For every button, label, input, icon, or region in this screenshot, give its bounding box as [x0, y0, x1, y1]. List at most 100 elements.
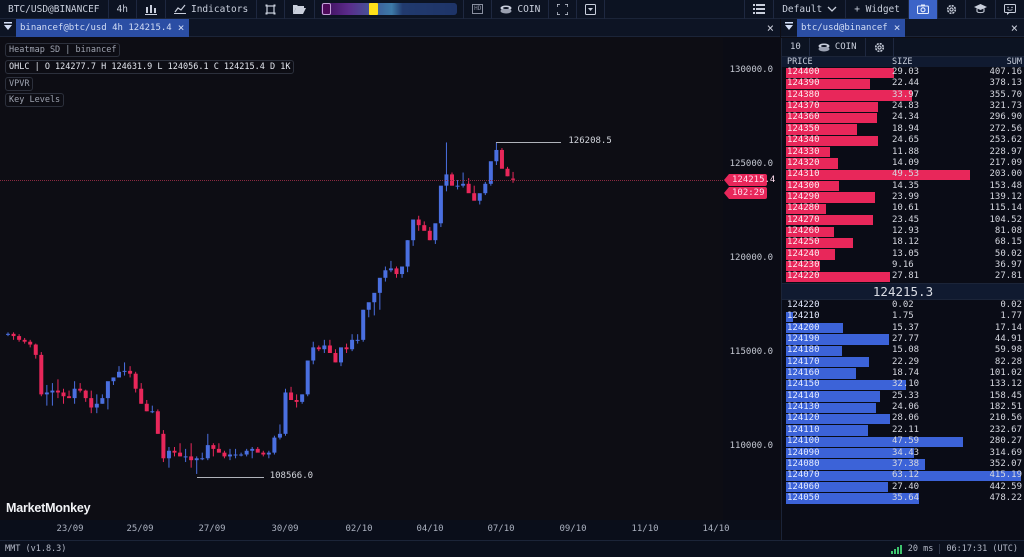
orderbook-settings-button[interactable] — [866, 37, 894, 57]
ask-row[interactable]: 124390 22.44 378.13 — [782, 78, 1024, 90]
candlestick-series[interactable] — [0, 38, 723, 520]
drawing-tool-button[interactable] — [257, 0, 286, 19]
depth-selector[interactable]: 10 — [782, 37, 810, 57]
gradient-max-handle[interactable] — [369, 3, 379, 15]
legend-heatmap[interactable]: Heatmap SD | binancef — [5, 43, 121, 57]
dropdown-panel-button[interactable] — [577, 0, 606, 19]
bid-row[interactable]: 124130 24.06 182.51 — [782, 402, 1024, 413]
fullscreen-button[interactable] — [549, 0, 578, 19]
ask-row[interactable]: 124400 29.03 407.16 — [782, 67, 1024, 78]
feedback-button[interactable] — [996, 0, 1024, 19]
bid-row[interactable]: 124090 34.43 314.69 — [782, 448, 1024, 459]
line-chart-icon — [173, 4, 186, 14]
level-size: 24.83 — [892, 101, 920, 112]
bid-row[interactable]: 124150 32.10 133.12 — [782, 379, 1024, 391]
bid-row[interactable]: 124180 15.08 59.98 — [782, 345, 1024, 357]
settings-button[interactable] — [938, 0, 966, 19]
ask-levels: 124400 29.03 407.16 124390 22.44 378.13 124380… — [782, 67, 1024, 283]
ask-row[interactable]: 124230 9.16 36.97 — [782, 260, 1024, 271]
bid-row[interactable]: 124210 1.75 1.77 — [782, 311, 1024, 322]
bid-row[interactable]: 124200 15.37 17.14 — [782, 323, 1024, 334]
time-axis[interactable]: 23/09 25/09 27/09 30/09 02/10 04/10 07/10 09/10… — [0, 520, 780, 540]
ask-row[interactable]: 124260 12.93 81.08 — [782, 226, 1024, 237]
close-tab-icon[interactable]: × — [177, 21, 185, 34]
bid-row[interactable]: 124100 47.59 280.27 — [782, 436, 1024, 447]
coin-toggle[interactable]: COIN — [810, 37, 866, 57]
chart-panel-menu[interactable] — [0, 19, 16, 37]
level-size: 37.38 — [892, 458, 920, 469]
last-price-tag: 124215.4 — [724, 173, 775, 186]
size-bar — [786, 192, 876, 203]
bid-row[interactable]: 124060 27.40 442.59 — [782, 482, 1024, 493]
ask-row[interactable]: 124350 18.94 272.56 — [782, 124, 1024, 135]
price-axis[interactable]: 130000.0 125000.0 120000.0 115000.0 110000.0 — [723, 38, 780, 520]
ask-row[interactable]: 124290 23.99 139.12 — [782, 192, 1024, 203]
price-chart[interactable]: Heatmap SD | binancef OHLC | O 124277.7 … — [0, 38, 780, 540]
size-bar — [786, 271, 890, 283]
bid-row[interactable]: 124070 63.12 415.19 — [782, 470, 1024, 482]
layout-selector[interactable]: Default — [774, 0, 847, 19]
gradient-min-handle[interactable] — [322, 3, 332, 15]
size-bar — [786, 470, 1021, 482]
bid-row[interactable]: 124170 22.29 82.28 — [782, 357, 1024, 368]
level-price: 124400 — [787, 67, 820, 77]
bid-row[interactable]: 124220 0.02 0.02 — [782, 300, 1024, 311]
heatmap-gradient[interactable] — [321, 3, 458, 15]
open-folder-button[interactable] — [285, 0, 316, 19]
ask-row[interactable]: 124240 13.05 50.02 — [782, 249, 1024, 260]
bid-row[interactable]: 124110 22.11 232.67 — [782, 425, 1024, 436]
bid-row[interactable]: 124080 37.38 352.07 — [782, 459, 1024, 470]
ask-row[interactable]: 124250 18.12 68.15 — [782, 237, 1024, 249]
chart-type-button[interactable] — [137, 0, 166, 19]
legend-vpvr[interactable]: VPVR — [5, 77, 34, 91]
candles-icon — [144, 4, 157, 15]
size-bar — [786, 482, 888, 493]
ask-row[interactable]: 124310 49.53 203.00 — [782, 169, 1024, 181]
close-panel-icon[interactable]: × — [1010, 21, 1018, 35]
book-panel-menu[interactable] — [781, 19, 797, 37]
bid-row[interactable]: 124050 35.64 478.22 — [782, 493, 1024, 504]
timeframe-selector[interactable]: 4h — [109, 0, 137, 19]
screenshot-button[interactable] — [909, 0, 938, 19]
close-panel-icon[interactable]: × — [766, 21, 774, 35]
level-price: 124340 — [787, 135, 820, 146]
ask-row[interactable]: 124360 24.34 296.90 — [782, 112, 1024, 124]
ask-row[interactable]: 124220 27.81 27.81 — [782, 271, 1024, 283]
close-tab-icon[interactable]: × — [893, 21, 901, 34]
low-marker-line — [196, 476, 264, 478]
level-size: 0.02 — [892, 299, 914, 310]
ask-row[interactable]: 124330 11.88 228.97 — [782, 147, 1024, 158]
size-bar — [786, 124, 857, 135]
ask-row[interactable]: 124300 14.35 153.48 — [782, 181, 1024, 192]
level-sum: 442.59 — [989, 481, 1022, 492]
level-size: 15.37 — [892, 322, 920, 333]
ask-row[interactable]: 124320 14.09 217.09 — [782, 158, 1024, 169]
legend-key-levels[interactable]: Key Levels — [5, 93, 65, 107]
orderbook-header: PRICE SIZE SUM — [782, 57, 1024, 67]
list-menu-button[interactable] — [744, 0, 775, 19]
learn-button[interactable] — [966, 0, 996, 19]
bid-row[interactable]: 124160 18.74 101.02 — [782, 368, 1024, 379]
level-size: 22.11 — [892, 424, 920, 435]
bid-row[interactable]: 124120 28.06 210.56 — [782, 413, 1024, 425]
time-axis-label: 04/10 — [416, 524, 444, 534]
hd-toggle[interactable]: HD — [464, 0, 493, 19]
coin-toggle[interactable]: COIN — [492, 0, 550, 19]
tab-chart[interactable]: binancef@btc/usd 4h 124215.4 × — [16, 18, 190, 37]
heatmap-color-range[interactable] — [315, 0, 465, 19]
tab-orderbook[interactable]: btc/usd@binancef × — [797, 18, 906, 37]
ask-row[interactable]: 124380 33.97 355.70 — [782, 90, 1024, 101]
add-widget-button[interactable]: + Widget — [846, 0, 909, 19]
bid-row[interactable]: 124190 27.77 44.91 — [782, 334, 1024, 345]
legend-ohlc[interactable]: OHLC | O 124277.7 H 124631.9 L 124056.1 … — [5, 60, 295, 74]
size-bar — [786, 260, 821, 271]
ask-row[interactable]: 124270 23.45 104.52 — [782, 215, 1024, 226]
level-price: 124170 — [787, 356, 820, 367]
symbol-selector[interactable]: BTC/USD@BINANCEF — [0, 0, 109, 19]
level-price: 124190 — [787, 333, 820, 344]
ask-row[interactable]: 124340 24.65 253.62 — [782, 135, 1024, 146]
ask-row[interactable]: 124280 10.61 115.14 — [782, 203, 1024, 215]
indicators-button[interactable]: Indicators — [166, 0, 258, 19]
ask-row[interactable]: 124370 24.83 321.73 — [782, 101, 1024, 112]
bid-row[interactable]: 124140 25.33 158.45 — [782, 391, 1024, 402]
